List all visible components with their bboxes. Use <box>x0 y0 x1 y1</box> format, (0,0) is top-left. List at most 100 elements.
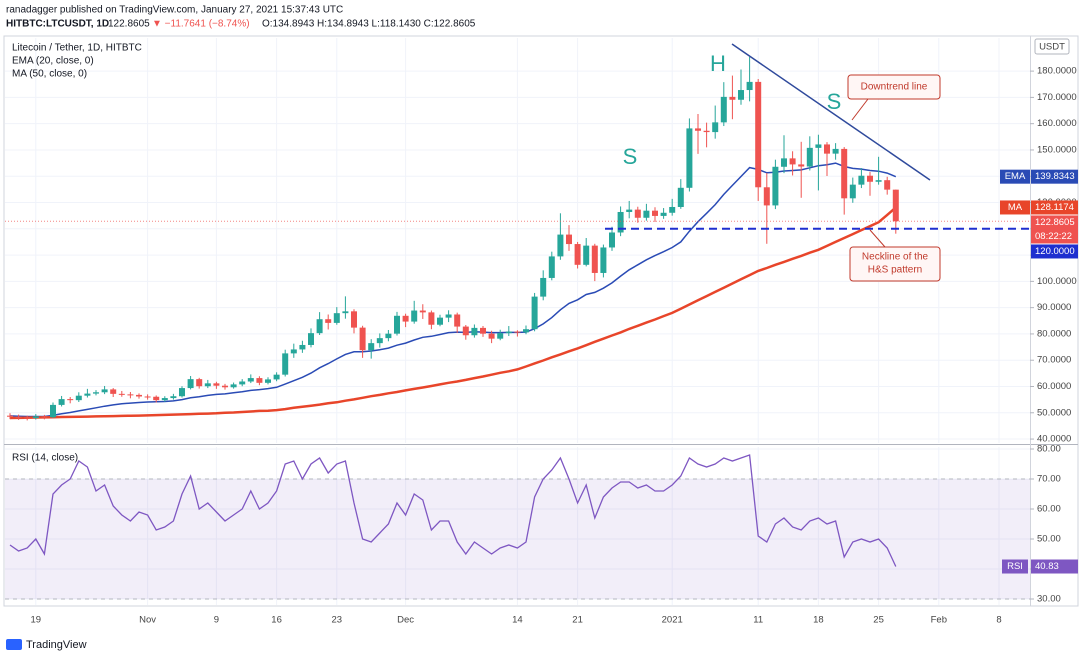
x-tick-label: 23 <box>332 615 343 626</box>
candle-body <box>127 394 134 396</box>
candle-body <box>462 326 469 336</box>
publisher-line: ranadagger published on TradingView.com,… <box>6 5 343 16</box>
x-tick-label: 18 <box>813 615 824 626</box>
candle-body <box>7 415 13 417</box>
candle-body <box>497 333 504 339</box>
candle-body <box>729 96 736 100</box>
downtrend-line <box>731 43 931 181</box>
y-tick-label: 100.0000 <box>1037 276 1077 287</box>
candle-body <box>867 175 873 182</box>
price-tag-text: 40.83 <box>1035 561 1059 572</box>
x-tick-label: Feb <box>931 615 947 626</box>
candle-body <box>230 384 237 388</box>
candle-body <box>282 353 289 375</box>
candle-body <box>634 209 641 218</box>
neckline-note-arrow <box>869 229 886 248</box>
candle-body <box>875 180 882 182</box>
candle-body <box>566 234 572 245</box>
price-tag-text: 128.1174 <box>1035 202 1074 213</box>
price-tag <box>1031 559 1078 574</box>
legend-entry: EMA (20, close, 0) <box>12 56 94 67</box>
candle-body <box>540 277 547 297</box>
candle-body <box>41 416 48 418</box>
candle-body <box>394 315 400 334</box>
price-tag <box>1031 169 1078 184</box>
candle-body <box>428 312 435 325</box>
candle-body <box>196 379 203 387</box>
y-tick-label: 180.0000 <box>1037 66 1077 77</box>
price-tag <box>1031 200 1078 215</box>
x-tick-label: 25 <box>873 615 884 626</box>
candle-body <box>677 187 684 207</box>
candle-body <box>204 383 211 387</box>
y-tick-label: 90.0000 <box>1037 302 1071 313</box>
head-label: H <box>710 51 726 76</box>
price-tag <box>1031 215 1078 244</box>
candle-body <box>136 394 142 397</box>
downtrend-note-arrow <box>851 98 869 121</box>
x-tick-label: Nov <box>139 615 156 626</box>
candle-body <box>247 378 254 382</box>
candle-body <box>471 327 478 336</box>
candle-body <box>583 245 590 265</box>
y-tick-label: 60.00 <box>1037 504 1061 515</box>
candle-body <box>222 385 228 388</box>
brand-logo <box>6 639 22 650</box>
candle-body <box>772 166 779 206</box>
candle-body <box>290 349 297 354</box>
candle-body <box>591 245 598 273</box>
indicator-line <box>9 206 897 420</box>
candle-body <box>849 184 856 199</box>
candle-body <box>514 331 521 333</box>
candle-body <box>738 90 744 100</box>
candle-body <box>531 296 538 330</box>
currency-box[interactable] <box>1034 38 1070 55</box>
candle-body <box>505 331 512 334</box>
candle-body <box>411 310 418 322</box>
price-tag-text: 120.0000 <box>1035 246 1075 257</box>
candle-body <box>110 389 117 394</box>
y-tick-label: 50.00 <box>1037 534 1061 545</box>
candle-body <box>695 128 701 131</box>
candle-body <box>359 327 366 351</box>
candle-body <box>523 329 529 333</box>
y-tick-label: 80.0000 <box>1037 328 1071 339</box>
candle-body <box>153 396 160 401</box>
candle-body <box>781 158 787 167</box>
candle-body <box>858 175 865 185</box>
candle-body <box>325 319 332 323</box>
candle-body <box>342 311 349 314</box>
price-tag-name-box <box>1002 559 1028 574</box>
symbol-line: HITBTC:LTCUSDT, 1D 122.8605 ▼ −11.7641 (… <box>6 19 476 30</box>
candle-body <box>437 317 443 325</box>
candle-body <box>419 310 426 313</box>
candle-body <box>832 148 839 154</box>
candle-body <box>669 206 676 213</box>
candle-body <box>170 396 177 399</box>
x-tick-label: 14 <box>512 615 523 626</box>
y-tick-label: 40.0000 <box>1037 434 1071 445</box>
candle-body <box>454 314 461 327</box>
price-tag-name: RSI <box>1007 561 1023 572</box>
marks <box>5 56 1030 600</box>
candle-body <box>884 180 891 190</box>
y-tick-label: 160.0000 <box>1037 118 1077 129</box>
candle-body <box>187 379 194 389</box>
candle-body <box>67 399 74 401</box>
candle-body <box>798 164 805 167</box>
candle-body <box>93 392 99 394</box>
symbol: HITBTC:LTCUSDT, 1D <box>6 19 109 30</box>
candle-body <box>50 404 56 418</box>
candle-body <box>118 393 125 395</box>
candle-body <box>273 374 280 380</box>
x-tick-label: 21 <box>572 615 583 626</box>
candle-body <box>308 333 314 345</box>
candle-body <box>574 244 581 265</box>
y-tick-label: 50.0000 <box>1037 407 1071 418</box>
candle-body <box>703 130 710 133</box>
price-tags: 139.8343 EMA 128.1174 MA 122.8605 08:22:22 120… <box>1000 169 1078 574</box>
y-tick-label: 30.00 <box>1037 594 1061 605</box>
candle-body <box>480 327 486 334</box>
x-tick-label: 9 <box>214 615 219 626</box>
x-tick-label: 8 <box>996 615 1001 626</box>
